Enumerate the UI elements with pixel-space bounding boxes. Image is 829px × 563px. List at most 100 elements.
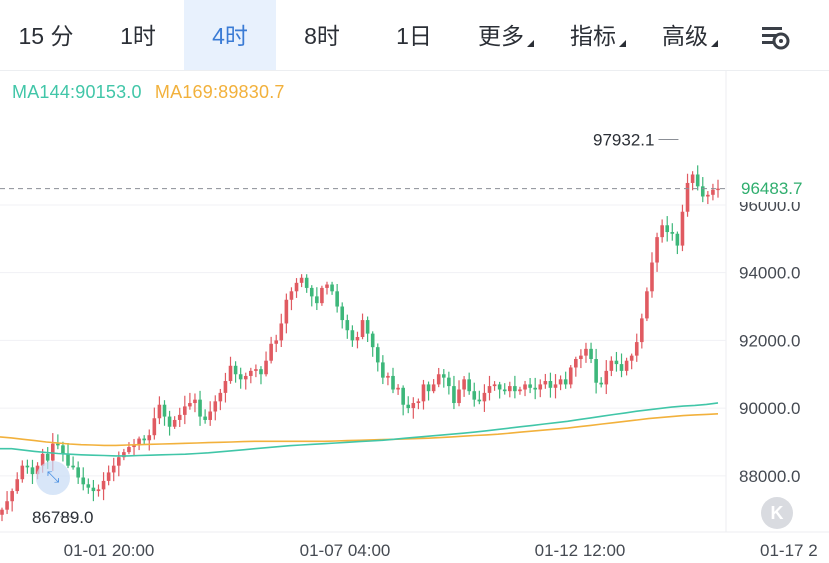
candle-body [660, 225, 664, 238]
candle-body [325, 284, 329, 288]
candle-body [452, 386, 456, 404]
y-tick-label: 92000.0 [739, 331, 800, 350]
candle-body [711, 189, 715, 195]
candle-body [213, 401, 218, 412]
toolbar-divider [0, 70, 829, 71]
candle-body [619, 364, 624, 371]
candle-body [198, 399, 202, 417]
candle-body [116, 457, 121, 466]
candle-body [284, 299, 289, 324]
candle-body [274, 340, 279, 344]
tab-2[interactable]: 4时 [184, 0, 276, 70]
tab-5[interactable]: 更多 [460, 0, 552, 70]
candle-body [467, 379, 471, 392]
candle-body [355, 337, 360, 341]
candle-body [700, 186, 705, 197]
candle-body [208, 411, 212, 420]
candle-body [502, 389, 507, 392]
candle-body [5, 501, 9, 510]
candle-body [482, 392, 487, 402]
tab-3[interactable]: 8时 [276, 0, 368, 70]
candle-body [589, 348, 593, 360]
chart-settings-button[interactable] [752, 14, 798, 58]
tab-label: 8时 [304, 23, 340, 49]
candle-body [243, 375, 248, 380]
candle-body [127, 447, 131, 453]
candle-body [523, 384, 527, 390]
candle-body [193, 399, 197, 404]
candle-body [492, 384, 497, 387]
candle-body [30, 467, 35, 475]
candle-body [269, 343, 273, 361]
candle-body [350, 330, 355, 341]
y-tick-label: 90000.0 [739, 399, 800, 418]
candle-body [513, 386, 517, 392]
candle-body [695, 174, 700, 187]
tab-0[interactable]: 15 分 [0, 0, 92, 70]
candle-body [436, 374, 441, 385]
tab-6[interactable]: 指标 [552, 0, 644, 70]
candle-body [233, 365, 238, 375]
candle-body [228, 365, 233, 382]
candle-body [279, 323, 284, 341]
scroll-to-latest-button[interactable]: K [761, 497, 793, 529]
candle-body [421, 384, 426, 402]
candle-body [45, 453, 50, 461]
zoom-button[interactable]: ⤡ [36, 461, 70, 495]
candle-body [629, 355, 634, 361]
candle-body [477, 399, 482, 402]
candle-body [487, 386, 492, 393]
candle-body [538, 384, 543, 390]
tab-1[interactable]: 1时 [92, 0, 184, 70]
candle-body [553, 384, 558, 388]
candle-body [401, 387, 405, 405]
x-tick-label: 01-01 20:00 [64, 541, 155, 560]
candle-body [360, 320, 365, 338]
candle-body [568, 367, 573, 385]
candle-body [40, 453, 45, 466]
tab-label: 4时 [212, 23, 248, 49]
candle-body [579, 355, 583, 360]
high-label: 97932.1 [593, 131, 654, 150]
candle-body [411, 403, 416, 409]
candle-body [25, 465, 30, 468]
ma169-line [0, 413, 719, 447]
candle-body [188, 403, 192, 407]
candle-body [101, 480, 106, 490]
timeframe-tabs: 15 分 1时 4时 8时 1日 更多 指标 高级 [0, 0, 829, 70]
candle-body [665, 225, 670, 233]
tab-label: 指标 [570, 23, 616, 49]
tab-label: 15 分 [18, 23, 74, 49]
candle-body [416, 401, 421, 404]
tab-label: 1时 [120, 23, 156, 49]
candle-body [548, 381, 553, 388]
candle-body [76, 467, 80, 478]
candle-body [294, 282, 299, 292]
candle-body [264, 360, 268, 375]
tab-4[interactable]: 1日 [368, 0, 460, 70]
candle-body [66, 453, 70, 466]
x-tick-label: 01-17 2 [760, 541, 818, 560]
candle-body [609, 360, 614, 371]
candle-body [122, 452, 126, 458]
candle-body [249, 370, 253, 376]
candle-body [86, 484, 91, 488]
candle-body [304, 277, 309, 288]
candle-body [655, 237, 659, 263]
candle-body [386, 375, 390, 378]
dropdown-caret-icon [711, 40, 718, 47]
candle-body [426, 384, 431, 392]
candle-body [375, 347, 380, 363]
chart-settings-icon [762, 27, 790, 50]
candle-body [152, 418, 157, 436]
candle-body [315, 296, 319, 304]
candle-body [457, 389, 461, 404]
candle-body [137, 438, 141, 446]
candle-body [518, 389, 522, 392]
tab-7[interactable]: 高级 [644, 0, 736, 70]
ma144-label: MA144:90153.0 [12, 82, 142, 102]
tab-label: 1日 [396, 23, 432, 49]
candle-body [335, 291, 339, 307]
candle-body [441, 374, 446, 378]
